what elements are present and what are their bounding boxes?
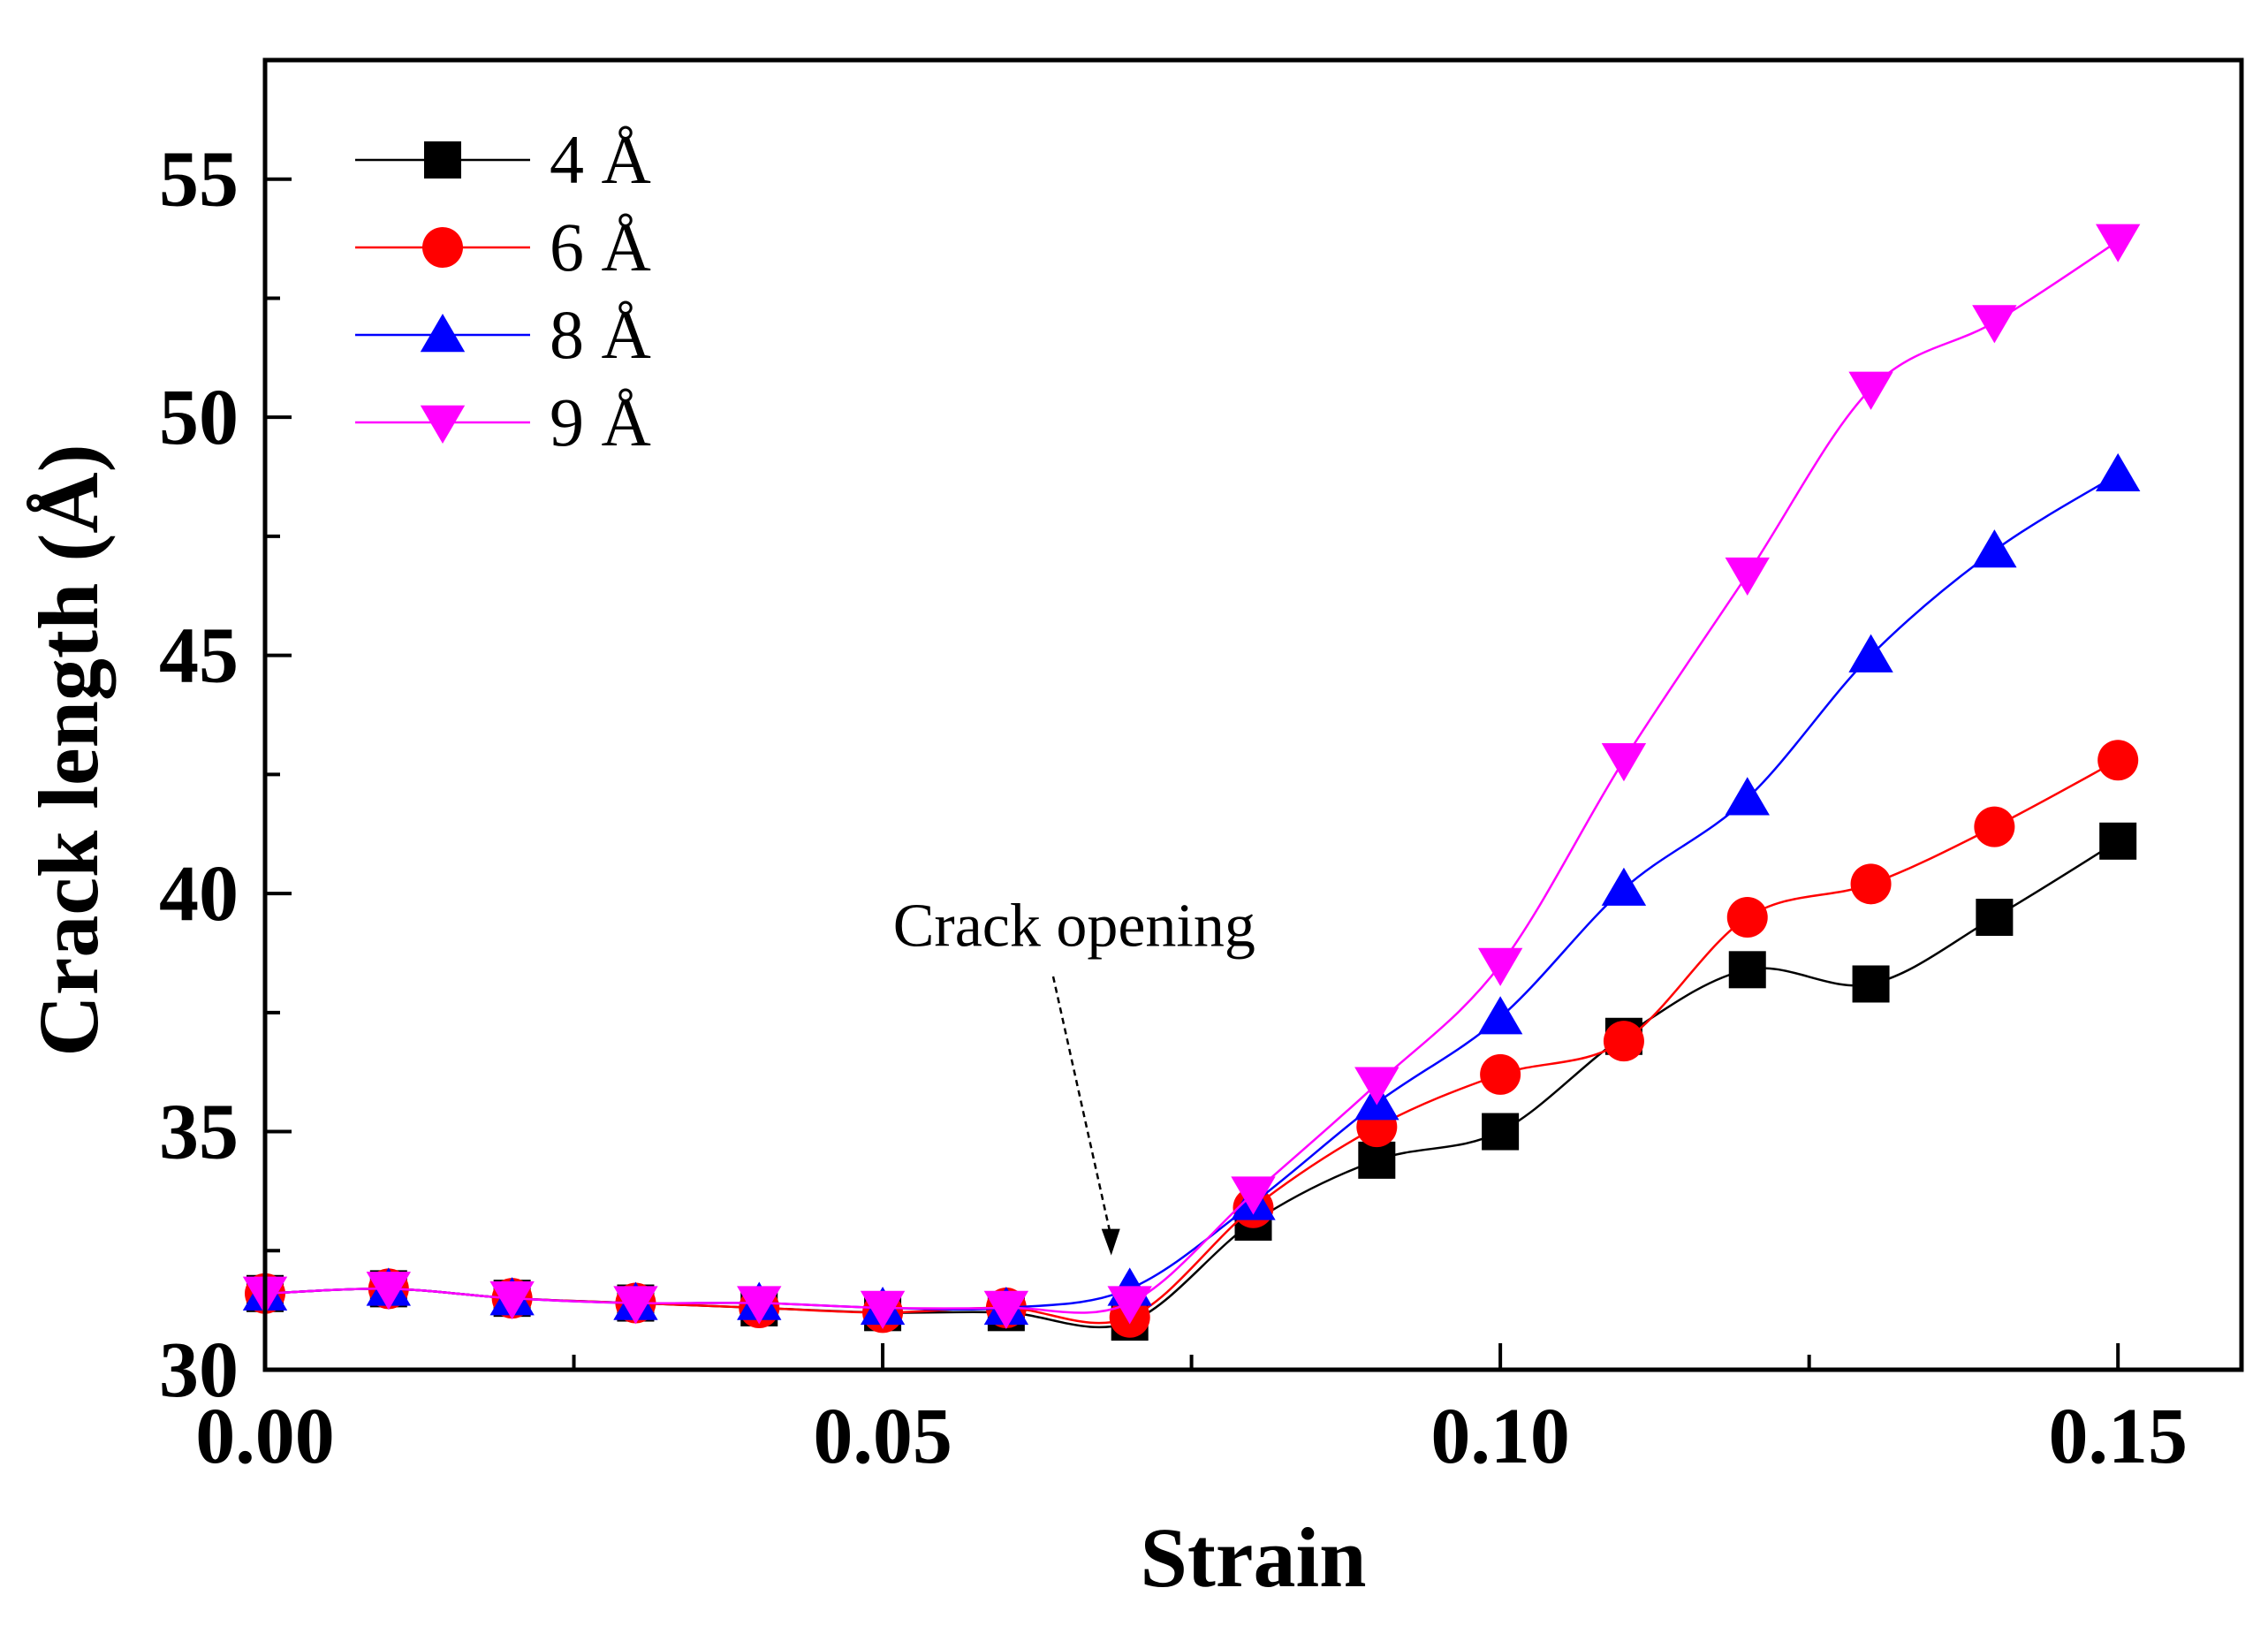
data-point: [2099, 822, 2137, 860]
series-4: [242, 224, 2141, 1329]
data-point: [1358, 1141, 1396, 1179]
y-tick-label: 55: [159, 136, 239, 224]
legend-marker: [420, 405, 466, 444]
data-point: [2095, 224, 2141, 262]
legend-label: 9 Å: [550, 384, 651, 460]
data-point: [1354, 1067, 1399, 1106]
data-point: [1726, 897, 1768, 938]
legend-marker: [422, 227, 463, 268]
data-point: [737, 1286, 782, 1325]
data-point: [1972, 529, 2017, 568]
data-point: [1848, 371, 1893, 410]
data-point: [1231, 1176, 1276, 1215]
x-tick-label: 0.05: [813, 1393, 952, 1480]
data-point: [1601, 867, 1647, 906]
legend-marker: [424, 141, 461, 179]
data-point: [2095, 452, 2141, 492]
legend-marker: [420, 314, 466, 353]
data-point: [613, 1286, 658, 1325]
data-point: [1603, 1021, 1644, 1062]
data-point: [366, 1272, 412, 1311]
data-point: [1480, 1053, 1521, 1095]
data-point: [1477, 996, 1523, 1035]
annotation: Crack opening: [893, 892, 1255, 1256]
axis-ticks: [263, 58, 2120, 1371]
y-tick-label: 50: [159, 374, 239, 461]
x-axis-title: Strain: [1140, 1510, 1366, 1605]
y-tick-label: 35: [159, 1089, 239, 1176]
data-point: [1601, 742, 1647, 782]
y-tick-label: 30: [159, 1326, 239, 1414]
annotation-text: Crack opening: [893, 892, 1255, 960]
data-point: [1725, 557, 1770, 596]
data-point: [860, 1290, 906, 1329]
data-point: [1848, 634, 1893, 672]
data-point: [983, 1290, 1029, 1329]
legend-item: 4 Å: [355, 121, 651, 198]
data-point: [1850, 863, 1892, 905]
data-point: [1482, 1113, 1520, 1151]
legend-item: 9 Å: [355, 384, 651, 460]
annotations: Crack opening: [893, 892, 1255, 1256]
legend-label: 6 Å: [550, 209, 651, 285]
data-point: [1972, 305, 2017, 344]
data-point: [1976, 899, 2014, 937]
legend-item: 8 Å: [355, 296, 651, 373]
data-point: [2097, 740, 2139, 781]
data-series: [242, 224, 2141, 1341]
legend-label: 4 Å: [550, 121, 651, 198]
y-axis-title: Crack length (Å): [21, 444, 116, 1056]
data-point: [1725, 777, 1770, 816]
x-tick-label: 0.00: [195, 1393, 335, 1480]
annotation-arrow-line: [1051, 976, 1112, 1238]
y-tick-label: 40: [159, 850, 239, 938]
legend-item: 6 Å: [355, 209, 651, 285]
tick-labels: 0.00 0.05 0.10 0.15 30 35 40 45 50 55: [159, 136, 2188, 1480]
legend: 4 Å 6 Å 8 Å 9 Å: [355, 121, 651, 460]
data-point: [1852, 965, 1890, 1003]
data-point: [1728, 951, 1766, 989]
plot-frame: [262, 57, 2244, 1372]
annotation-arrow-head: [1101, 1228, 1120, 1256]
data-point: [1974, 806, 2015, 847]
data-point: [1107, 1286, 1152, 1325]
data-point: [1477, 947, 1523, 986]
data-point: [489, 1280, 535, 1320]
x-tick-label: 0.10: [1430, 1393, 1570, 1480]
y-tick-label: 45: [159, 612, 239, 700]
x-tick-label: 0.15: [2048, 1393, 2188, 1480]
legend-label: 8 Å: [550, 296, 651, 373]
